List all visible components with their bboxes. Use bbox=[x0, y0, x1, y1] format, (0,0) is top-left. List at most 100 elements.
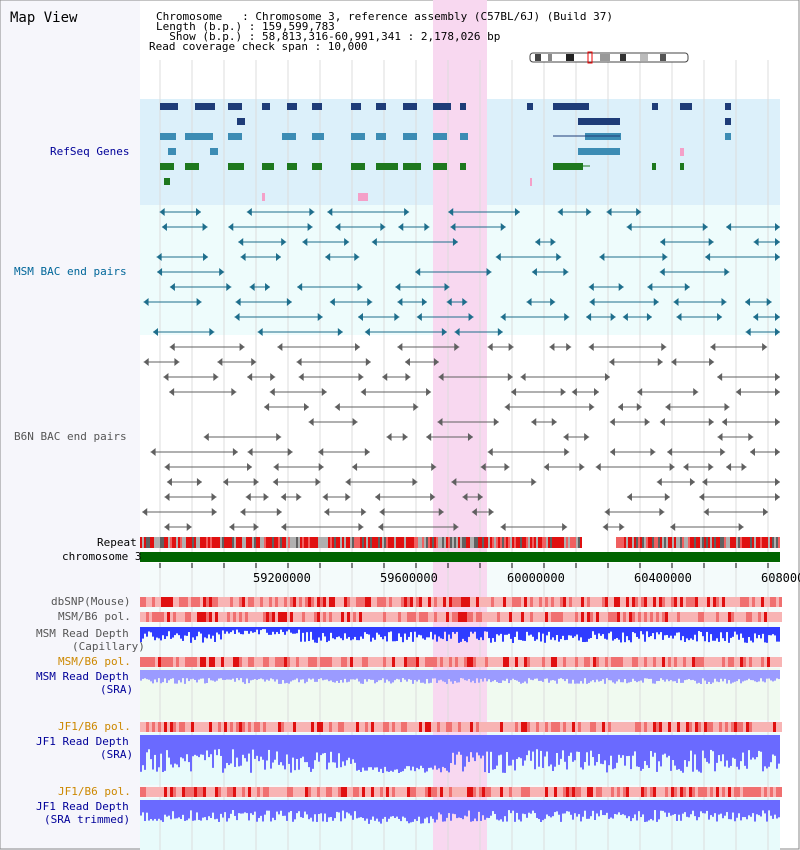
polymorphism-mark bbox=[413, 722, 416, 732]
polymorphism-mark bbox=[374, 722, 377, 732]
repeat-mark bbox=[194, 537, 196, 548]
track-label-repeat[interactable]: Repeat bbox=[97, 536, 137, 549]
track-label-jf1-b6-pol[interactable]: JF1/B6 pol. bbox=[58, 720, 131, 733]
polymorphism-mark bbox=[521, 597, 524, 607]
polymorphism-mark bbox=[260, 657, 263, 667]
depth-bar bbox=[196, 627, 198, 637]
depth-bar bbox=[556, 670, 558, 684]
depth-bar bbox=[158, 670, 160, 679]
depth-bar bbox=[222, 735, 224, 773]
bac-end-mark bbox=[667, 448, 673, 456]
bac-end-mark bbox=[748, 433, 754, 441]
track-label-dbsnp[interactable]: dbSNP(Mouse) bbox=[51, 595, 131, 608]
polymorphism-mark bbox=[587, 722, 590, 732]
track-label-msm-depth-capillary[interactable]: MSM Read Depth bbox=[36, 627, 129, 640]
polymorphism-mark bbox=[227, 787, 230, 797]
polymorphism-mark bbox=[413, 657, 416, 667]
polymorphism-mark bbox=[173, 612, 176, 622]
depth-bar bbox=[598, 800, 600, 817]
track-label-jf1-depth-trim[interactable]: JF1 Read Depth bbox=[36, 800, 129, 813]
bac-end-mark bbox=[257, 328, 263, 336]
repeat-mark bbox=[674, 537, 676, 548]
depth-bar bbox=[320, 627, 322, 641]
repeat-mark bbox=[192, 537, 194, 548]
repeat-mark bbox=[336, 537, 338, 548]
track-label-msm-bac[interactable]: MSM BAC end pairs bbox=[14, 265, 127, 278]
depth-bar bbox=[750, 735, 752, 760]
polymorphism-mark bbox=[569, 597, 572, 607]
repeat-mark bbox=[394, 537, 396, 548]
polymorphism-mark bbox=[704, 787, 707, 797]
polymorphism-mark bbox=[356, 722, 359, 732]
bac-end-mark bbox=[741, 463, 747, 471]
polymorphism-mark bbox=[689, 597, 692, 607]
polymorphism-mark bbox=[155, 612, 158, 622]
track-label-jf1-b6-pol-trim[interactable]: JF1/B6 pol. bbox=[58, 785, 131, 798]
depth-bar bbox=[182, 670, 184, 679]
bac-end-mark bbox=[416, 313, 422, 321]
depth-bar bbox=[662, 800, 664, 811]
track-label-msm-b6-pol-sra[interactable]: MSM/B6 pol. bbox=[58, 655, 131, 668]
repeat-mark bbox=[432, 537, 434, 548]
depth-bar bbox=[526, 800, 528, 818]
bac-end-mark bbox=[659, 508, 665, 516]
polymorphism-mark bbox=[632, 657, 635, 667]
gene-mark bbox=[164, 178, 170, 185]
depth-bar bbox=[328, 800, 330, 818]
polymorphism-mark bbox=[578, 722, 581, 732]
polymorphism-mark bbox=[764, 722, 767, 732]
depth-bar bbox=[770, 800, 772, 816]
depth-bar bbox=[510, 627, 512, 639]
depth-bar bbox=[246, 735, 248, 762]
polymorphism-mark bbox=[638, 597, 641, 607]
depth-bar bbox=[536, 627, 538, 640]
track-label-msm-depth-sra[interactable]: MSM Read Depth bbox=[36, 670, 129, 683]
polymorphism-mark bbox=[158, 787, 161, 797]
depth-bar bbox=[698, 627, 700, 632]
ideogram-marker bbox=[587, 51, 593, 64]
polymorphism-mark bbox=[734, 597, 737, 607]
polymorphism-mark bbox=[323, 597, 326, 607]
depth-bar bbox=[376, 670, 378, 683]
depth-bar bbox=[722, 627, 724, 639]
polymorphism-mark bbox=[227, 722, 230, 732]
bac-end-mark bbox=[514, 208, 520, 216]
depth-bar bbox=[418, 735, 420, 770]
bac-end-mark bbox=[231, 388, 237, 396]
bac-end-mark bbox=[437, 418, 443, 426]
depth-bar bbox=[198, 800, 200, 820]
repeat-mark bbox=[204, 537, 206, 548]
polymorphism-mark bbox=[743, 597, 746, 607]
depth-bar bbox=[606, 627, 608, 640]
depth-bar bbox=[630, 627, 632, 643]
depth-bar bbox=[664, 627, 666, 636]
track-label-refseq[interactable]: RefSeq Genes bbox=[50, 145, 130, 158]
depth-bar bbox=[350, 800, 352, 816]
repeat-mark bbox=[222, 537, 224, 548]
depth-bar bbox=[148, 735, 150, 750]
polymorphism-mark bbox=[176, 612, 179, 622]
polymorphism-mark bbox=[557, 787, 560, 797]
polymorphism-mark bbox=[152, 657, 155, 667]
depth-bar bbox=[734, 800, 736, 822]
polymorphism-mark bbox=[326, 722, 329, 732]
track-label-msm-b6-pol[interactable]: MSM/B6 pol. bbox=[58, 610, 131, 623]
polymorphism-mark bbox=[581, 722, 584, 732]
depth-bar bbox=[506, 670, 508, 679]
polymorphism-mark bbox=[509, 722, 512, 732]
depth-bar bbox=[200, 800, 202, 821]
polymorphism-mark bbox=[350, 597, 353, 607]
depth-bar bbox=[570, 670, 572, 684]
polymorphism-mark bbox=[401, 787, 404, 797]
bac-end-mark bbox=[451, 478, 457, 486]
polymorphism-mark bbox=[212, 612, 215, 622]
depth-bar bbox=[698, 735, 700, 772]
track-label-jf1-depth-sra[interactable]: JF1 Read Depth bbox=[36, 735, 129, 748]
track-label-b6n-bac[interactable]: B6N BAC end pairs bbox=[14, 430, 127, 443]
depth-bar bbox=[518, 627, 520, 640]
gene-mark bbox=[351, 103, 361, 110]
polymorphism-mark bbox=[557, 722, 560, 732]
depth-bar bbox=[744, 800, 746, 818]
polymorphism-mark bbox=[197, 657, 200, 667]
polymorphism-mark bbox=[701, 612, 704, 622]
